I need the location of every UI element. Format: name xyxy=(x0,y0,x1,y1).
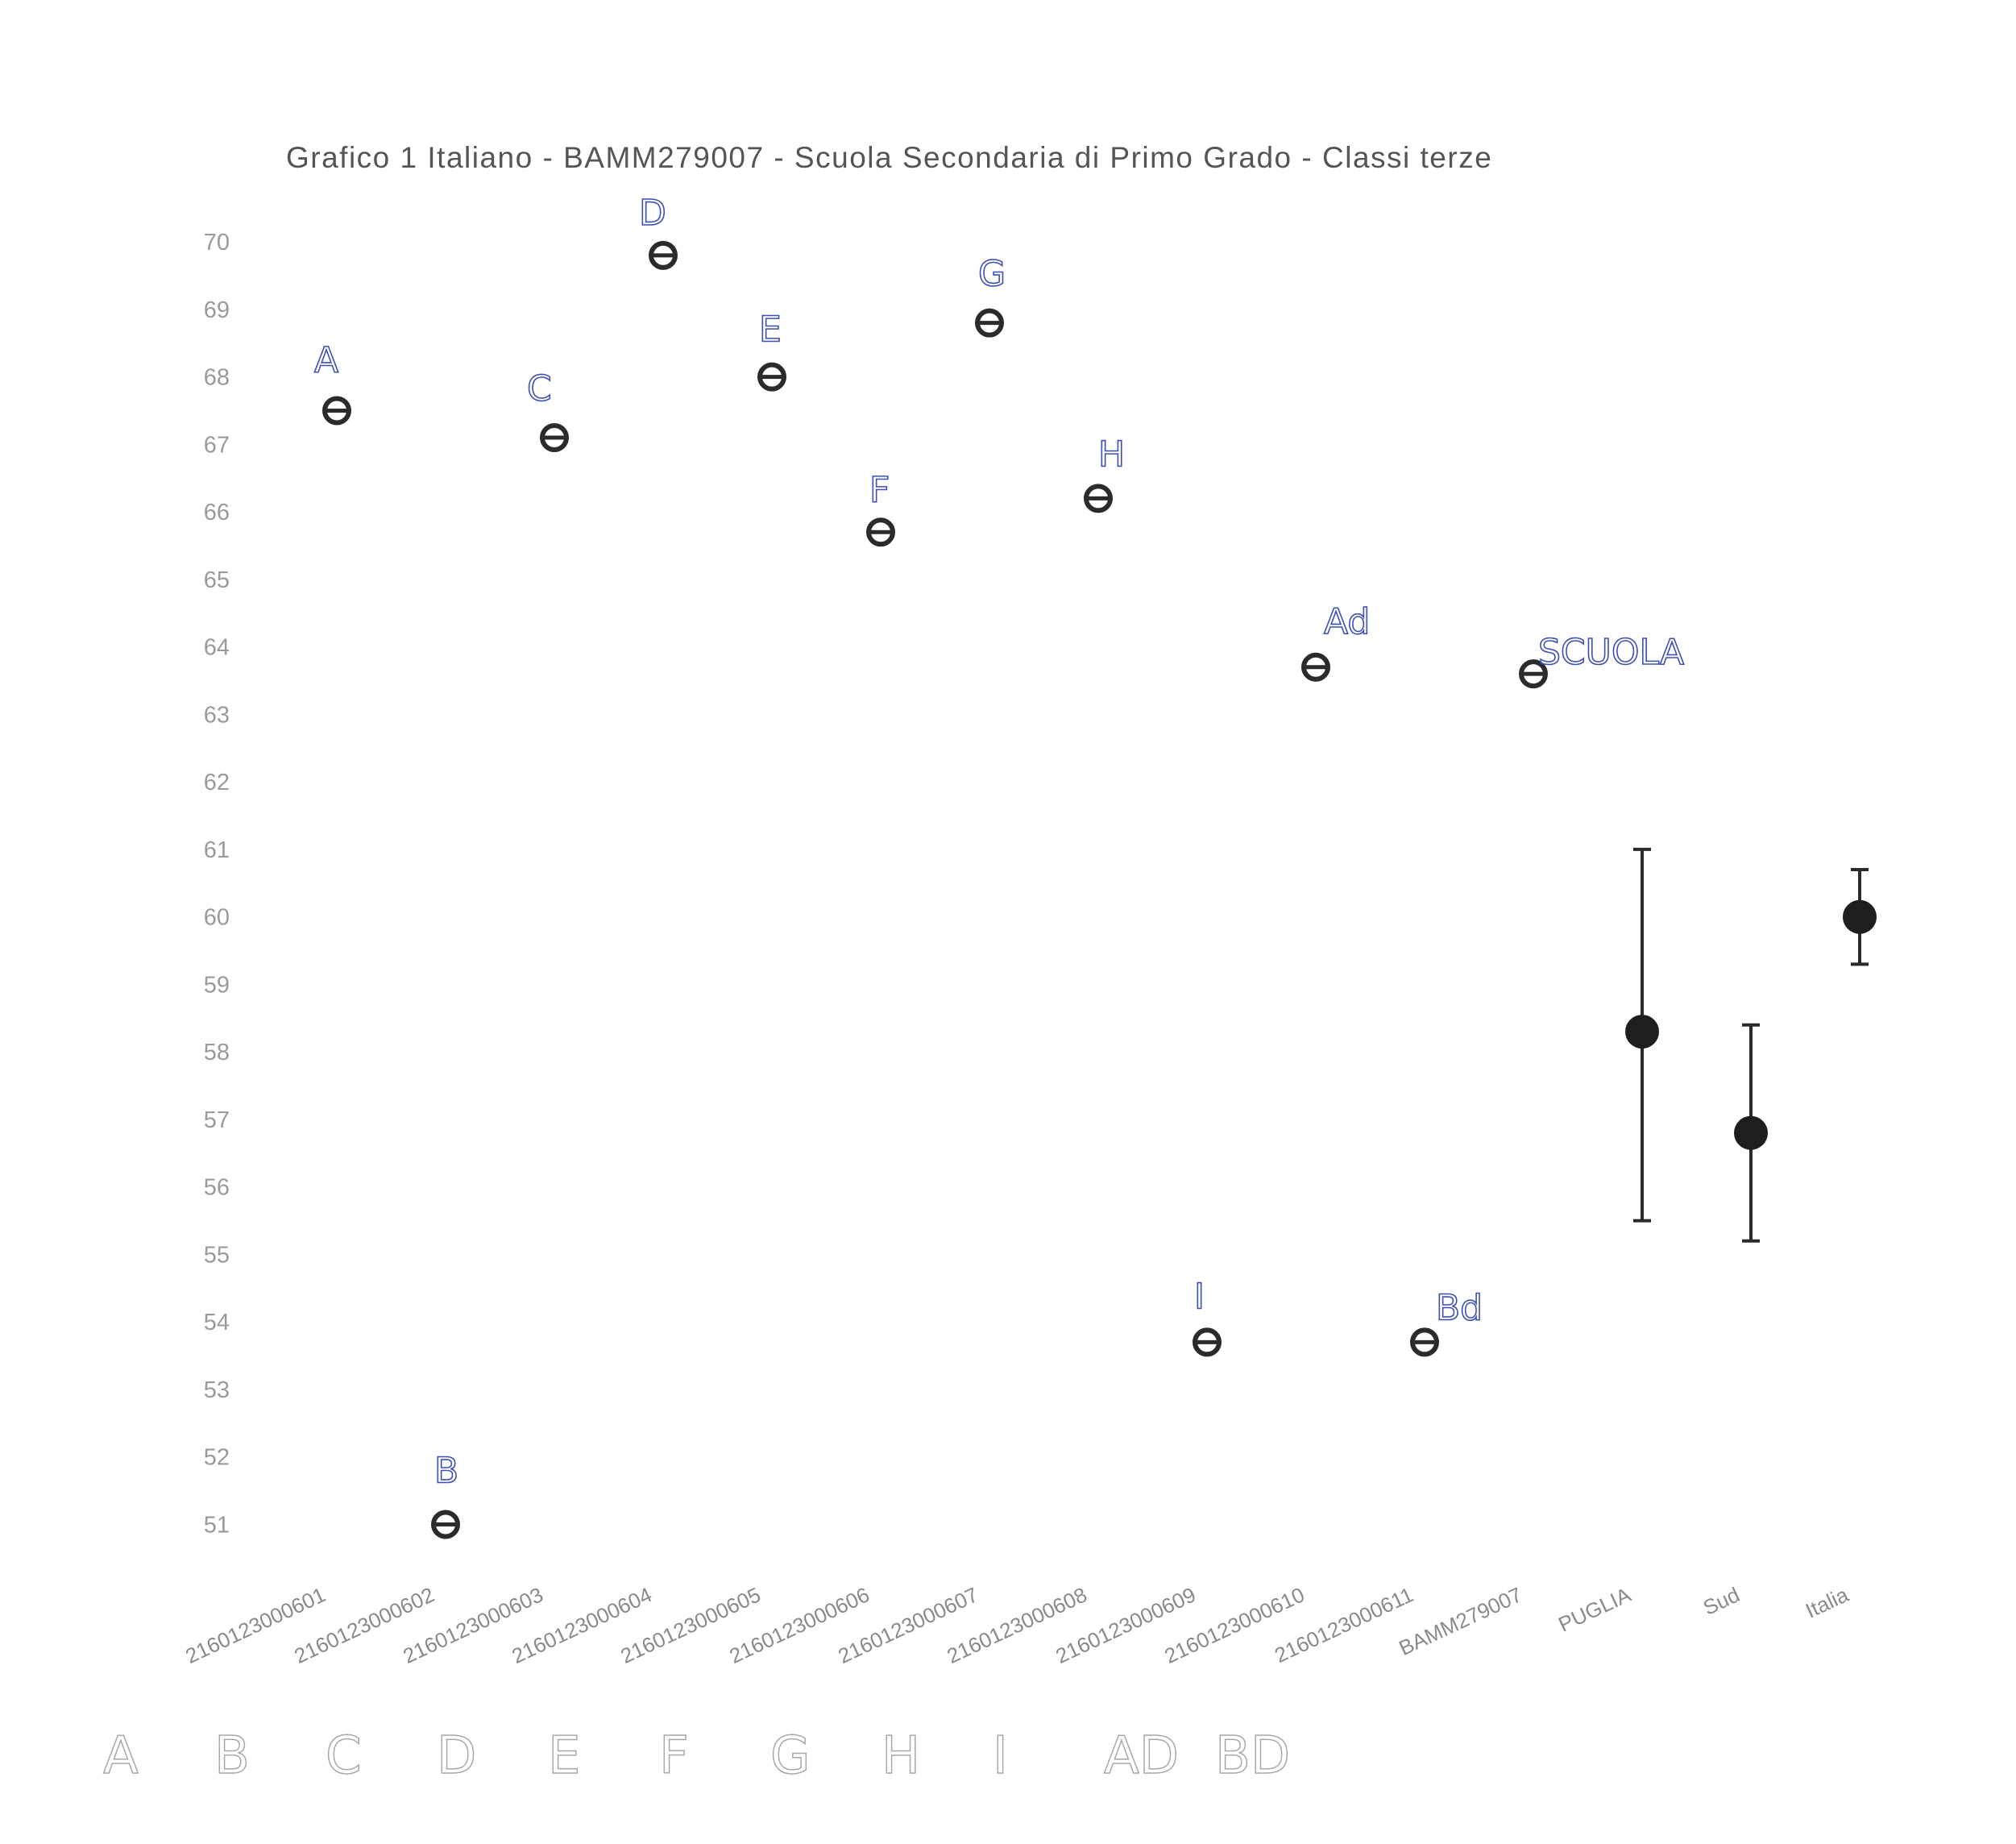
reference-mean-point xyxy=(1625,1015,1659,1049)
y-tick-label: 59 xyxy=(204,972,230,998)
x-tick-label: PUGLIA xyxy=(1554,1582,1635,1637)
handwritten-class-letter: G xyxy=(770,1726,811,1786)
handwritten-class-letter: B xyxy=(214,1726,250,1786)
y-tick-label: 66 xyxy=(204,500,230,525)
error-bars xyxy=(1633,847,1869,1243)
x-tick-label: Italia xyxy=(1802,1582,1852,1623)
handwritten-point-label: E xyxy=(759,309,782,351)
handwritten-point-label: A xyxy=(314,340,338,381)
y-axis: 51 52 53 54 55 56 57 58 59 60 61 62 63 64 65 66 67 68 69 70 xyxy=(204,230,230,1538)
handwritten-class-letter: D xyxy=(437,1726,476,1786)
y-tick-label: 64 xyxy=(204,635,230,661)
y-tick-label: 55 xyxy=(204,1242,230,1268)
handwritten-point-label: Bd xyxy=(1436,1287,1483,1328)
handwritten-point-label: G xyxy=(978,254,1006,295)
y-tick-label: 69 xyxy=(204,297,230,323)
handwritten-class-letter: A xyxy=(103,1726,139,1786)
reference-mean-point xyxy=(1734,1115,1768,1150)
handwritten-class-letter: C xyxy=(326,1726,362,1786)
handwritten-class-letter: H xyxy=(881,1726,920,1786)
y-tick-label: 57 xyxy=(204,1107,230,1133)
handwritten-point-label: D xyxy=(639,193,666,234)
handwritten-annotations: A B C D E F G H I Ad Bd SCUOLA xyxy=(313,192,1685,1492)
chart-title: Grafico 1 Italiano - BAMM279007 - Scuola… xyxy=(286,141,1492,174)
handwritten-point-label: B xyxy=(434,1450,458,1491)
handwritten-class-letter: AD xyxy=(1104,1726,1179,1786)
handwritten-class-letter: E xyxy=(548,1726,580,1786)
handwritten-class-letter: F xyxy=(659,1726,689,1786)
handwritten-point-label: Ad xyxy=(1324,601,1370,642)
y-tick-label: 51 xyxy=(204,1512,230,1538)
reference-mean-point xyxy=(1843,899,1877,934)
y-tick-label: 63 xyxy=(204,702,230,728)
y-tick-label: 60 xyxy=(204,905,230,931)
y-tick-label: 53 xyxy=(204,1377,230,1403)
handwritten-class-letter: BD xyxy=(1215,1726,1290,1786)
handwritten-point-label: H xyxy=(1098,434,1125,475)
x-axis: 2160123000601216012300060221601230006032… xyxy=(181,1582,1852,1668)
y-tick-label: 70 xyxy=(204,230,230,255)
handwritten-point-label: SCUOLA xyxy=(1538,632,1684,673)
x-tick-label: Sud xyxy=(1699,1582,1744,1620)
x-tick-label: BAMM279007 xyxy=(1396,1582,1526,1660)
y-tick-label: 68 xyxy=(204,365,230,391)
y-tick-label: 56 xyxy=(204,1175,230,1201)
handwritten-point-label: I xyxy=(1194,1276,1205,1317)
y-tick-label: 58 xyxy=(204,1040,230,1065)
y-tick-label: 65 xyxy=(204,567,230,593)
handwritten-class-letters: A B C D E F G H I AD BD xyxy=(102,1726,1291,1787)
handwritten-point-label: C xyxy=(527,368,552,409)
handwritten-point-label: F xyxy=(869,469,890,510)
y-tick-label: 62 xyxy=(204,770,230,795)
handwritten-class-letter: I xyxy=(993,1726,1008,1786)
y-tick-label: 52 xyxy=(204,1445,230,1471)
data-markers xyxy=(322,240,1877,1539)
y-tick-label: 54 xyxy=(204,1310,230,1335)
y-tick-label: 67 xyxy=(204,432,230,458)
y-tick-label: 61 xyxy=(204,837,230,863)
